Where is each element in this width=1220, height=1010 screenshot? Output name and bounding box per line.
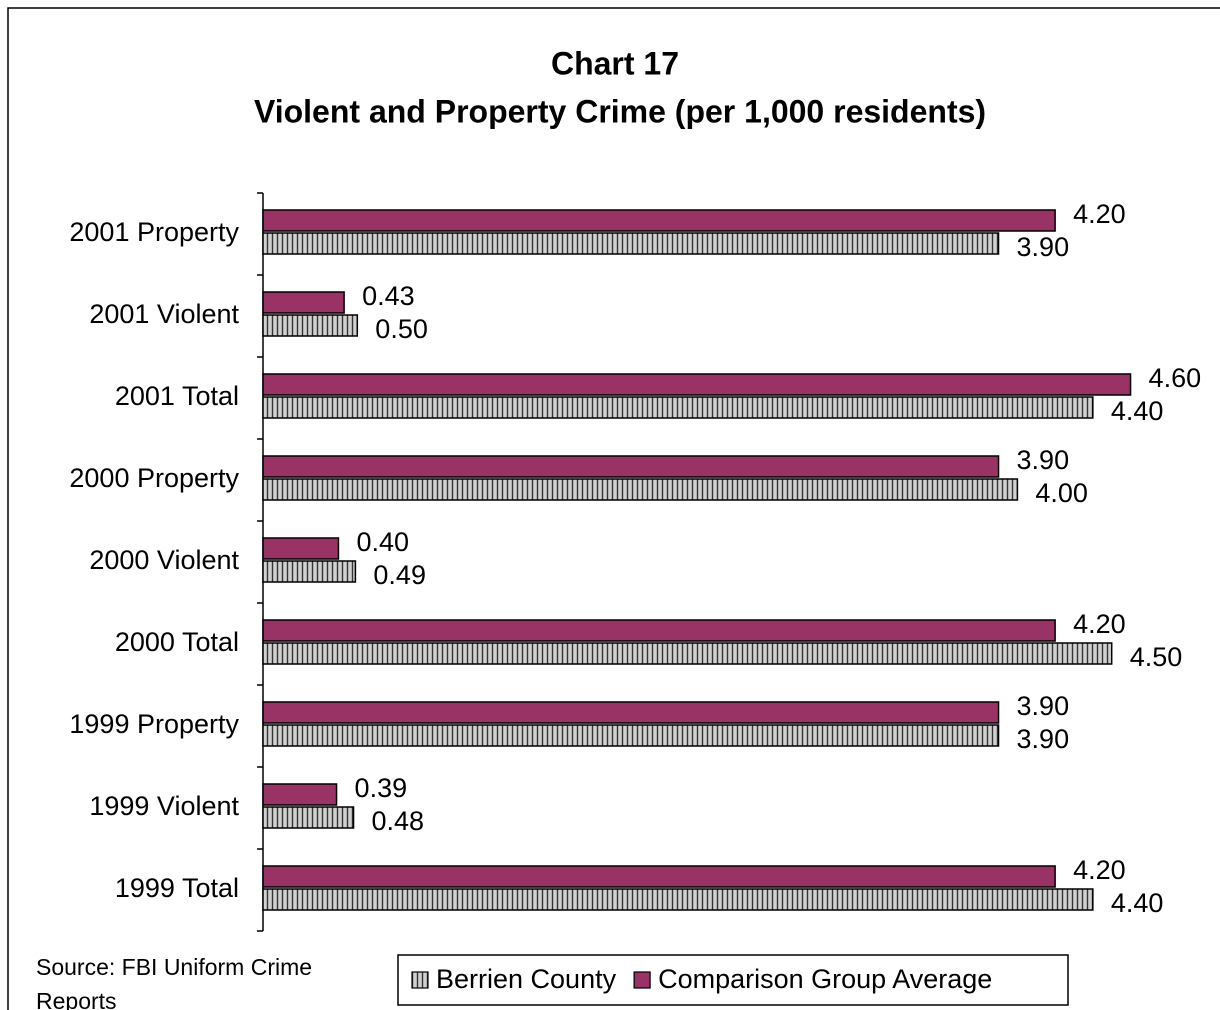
value-label: 3.90 [1017, 232, 1070, 262]
bar [262, 642, 1113, 665]
value-label: 4.40 [1111, 396, 1164, 426]
y-tick-label: 1999 Violent [89, 791, 239, 821]
y-tick-label: 2000 Property [69, 463, 239, 493]
value-label: 4.50 [1130, 642, 1183, 672]
y-tick-label: 2000 Total [115, 627, 239, 657]
bar [262, 888, 1094, 911]
value-label: 4.00 [1035, 478, 1088, 508]
bar [262, 314, 359, 337]
value-label: 0.50 [375, 314, 428, 344]
y-tick-label: 2001 Property [69, 217, 239, 247]
legend-swatch [633, 971, 651, 989]
bar [262, 291, 345, 314]
bar [262, 783, 338, 806]
value-label: 3.90 [1017, 724, 1070, 754]
value-label: 0.40 [356, 527, 409, 557]
value-label: 4.20 [1073, 855, 1126, 885]
bar [262, 455, 1000, 478]
y-tick-label: 2001 Total [115, 381, 239, 411]
bar [262, 619, 1056, 642]
value-label: 0.43 [362, 281, 415, 311]
legend-box [397, 954, 1069, 1006]
value-label: 4.20 [1073, 609, 1126, 639]
y-tick-label: 2001 Violent [89, 299, 239, 329]
legend-swatch [411, 971, 429, 989]
value-label: 4.40 [1111, 888, 1164, 918]
bar [262, 724, 1000, 747]
value-label: 4.20 [1073, 199, 1126, 229]
bar [262, 396, 1094, 419]
value-label: 4.60 [1149, 363, 1202, 393]
value-label: 3.90 [1017, 445, 1070, 475]
legend-label: Comparison Group Average [658, 964, 992, 994]
source-note: Source: FBI Uniform Crime Reports [36, 954, 313, 1010]
value-label: 0.39 [355, 773, 408, 803]
chart-title: Chart 17 [551, 45, 679, 81]
bar [262, 865, 1056, 888]
bar [262, 478, 1019, 501]
bar [262, 806, 355, 829]
bar [262, 701, 1000, 724]
y-tick-label: 1999 Property [69, 709, 239, 739]
bar [262, 209, 1056, 232]
legend-label: Berrien County [436, 964, 617, 994]
bar [262, 537, 340, 560]
bar [262, 373, 1132, 396]
bar [262, 560, 357, 583]
value-label: 0.49 [373, 560, 426, 590]
frame [7, 7, 1220, 1010]
y-tick-label: 1999 Total [115, 873, 239, 903]
value-label: 0.48 [372, 806, 425, 836]
value-label: 3.90 [1017, 691, 1070, 721]
chart-subtitle: Violent and Property Crime (per 1,000 re… [254, 93, 986, 129]
bar [262, 232, 1000, 255]
y-tick-label: 2000 Violent [89, 545, 239, 575]
